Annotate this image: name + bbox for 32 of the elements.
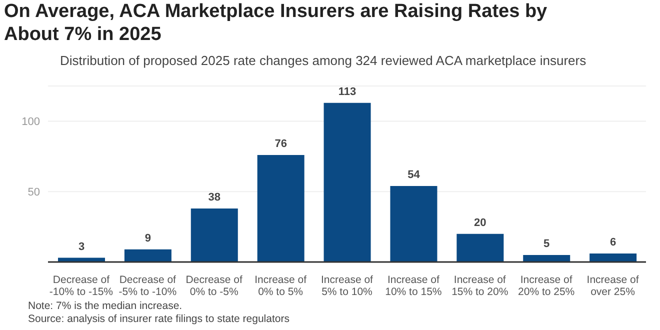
chart-title: On Average, ACA Marketplace Insurers are Raising Rates by About 7% in 2025 bbox=[4, 0, 548, 46]
bar bbox=[590, 254, 637, 262]
x-tick-label: Increase of over 25% bbox=[586, 274, 639, 298]
data-label: 113 bbox=[338, 86, 356, 98]
x-tick-label: Increase of 0% to 5% bbox=[254, 274, 307, 298]
source-note: Source: analysis of insurer rate filings to state regulators bbox=[28, 313, 290, 326]
data-label: 5 bbox=[544, 238, 550, 250]
x-tick-label: Increase of 10% to 15% bbox=[385, 274, 442, 298]
chart-subtitle: Distribution of proposed 2025 rate changes among 324 reviewed ACA marketplace insurers bbox=[60, 53, 586, 68]
x-tick-label: Increase of 5% to 10% bbox=[321, 274, 374, 298]
y-tick-label: 100 bbox=[22, 116, 40, 128]
x-tick-label: Increase of 20% to 25% bbox=[518, 274, 575, 298]
bar bbox=[324, 102, 371, 262]
data-label: 9 bbox=[144, 232, 152, 244]
x-tick-label: Decrease of 0% to -5% bbox=[186, 274, 242, 298]
bar bbox=[257, 154, 304, 262]
data-label: 20 bbox=[474, 216, 486, 229]
x-tick-label: Decrease of -10% to -15% bbox=[49, 274, 114, 298]
bar bbox=[390, 186, 438, 262]
data-label: 38 bbox=[208, 191, 221, 204]
x-tick-label: Increase of 15% to 20% bbox=[452, 274, 508, 298]
y-tick-label: 50 bbox=[28, 186, 40, 199]
x-tick-label: Decrease of -5% to -10% bbox=[118, 274, 177, 298]
bar bbox=[456, 234, 504, 262]
bar bbox=[190, 208, 238, 262]
data-label: 3 bbox=[78, 240, 85, 253]
data-label: 54 bbox=[408, 168, 421, 181]
text: Note: 7% is the median increase. bbox=[28, 300, 184, 313]
data-label: 76 bbox=[274, 138, 287, 150]
bar bbox=[124, 249, 172, 262]
data-label: 6 bbox=[610, 236, 616, 249]
bar bbox=[523, 254, 570, 262]
